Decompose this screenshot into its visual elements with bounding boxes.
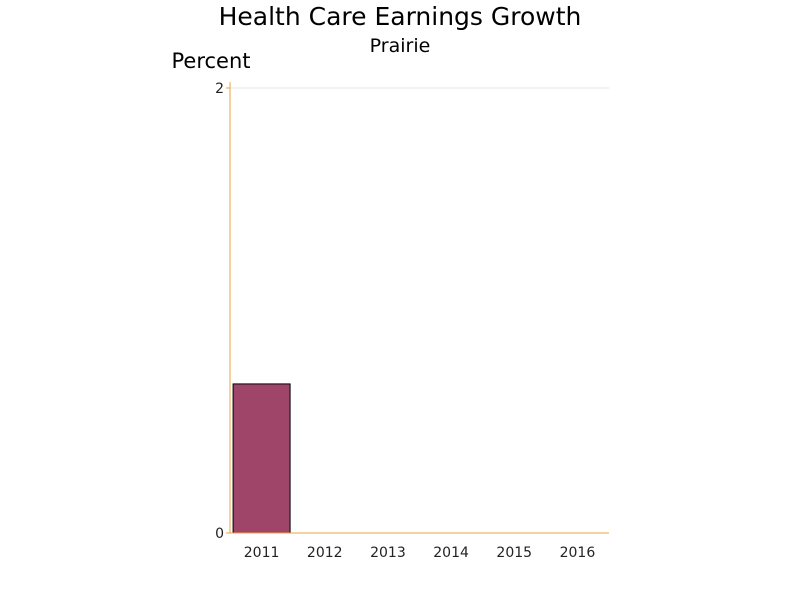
bar-2011 — [232, 383, 291, 534]
y-tick-label: 0 — [215, 526, 224, 542]
bars — [232, 383, 291, 534]
x-tick-label: 2012 — [307, 545, 343, 561]
chart-subtitle: Prairie — [370, 35, 431, 57]
x-tick-labels: 2011 2012 2013 2014 2015 2016 — [244, 545, 596, 561]
chart-title: Health Care Earnings Growth — [219, 2, 582, 31]
x-tick-label: 2015 — [496, 545, 532, 561]
axes — [229, 82, 609, 534]
x-tick-label: 2014 — [433, 545, 469, 561]
y-tick-labels: 02 — [215, 81, 230, 542]
x-tick-label: 2013 — [370, 545, 406, 561]
x-tick-label: 2011 — [244, 545, 280, 561]
y-tick-label: 2 — [215, 81, 224, 97]
y-axis-label: Percent — [171, 49, 250, 73]
x-tick-label: 2016 — [560, 545, 596, 561]
